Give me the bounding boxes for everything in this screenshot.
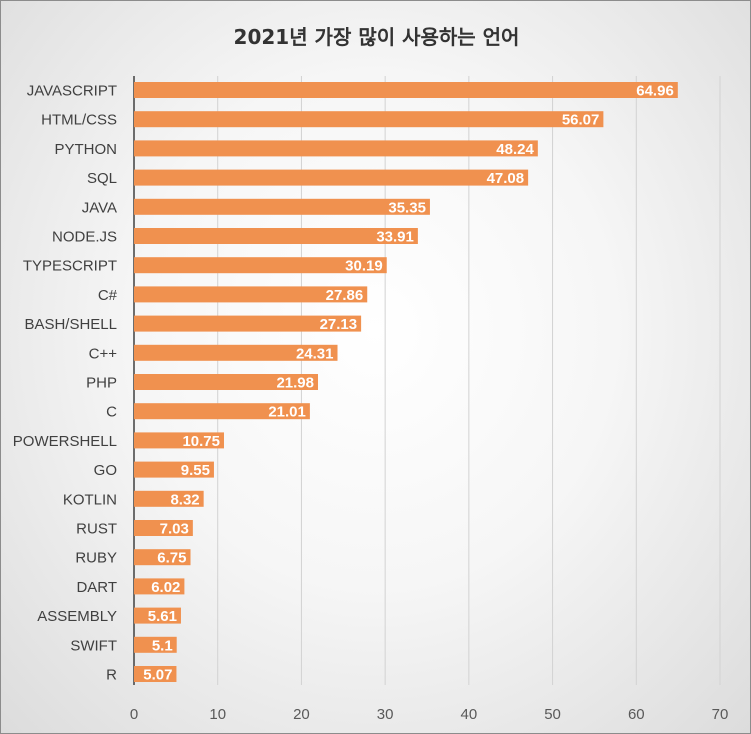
bar-value-label: 8.32 <box>170 491 199 508</box>
bar <box>134 82 678 98</box>
bar <box>134 140 538 157</box>
category-label: C <box>106 404 117 421</box>
chart-title: 2021년 가장 많이 사용하는 언어 <box>233 25 520 49</box>
bar-value-label: 6.02 <box>151 579 180 596</box>
category-label: DART <box>76 579 117 596</box>
category-label: C++ <box>89 345 118 362</box>
category-label: SQL <box>87 170 117 187</box>
category-label: HTML/CSS <box>41 112 117 129</box>
x-tick-label: 20 <box>293 706 310 723</box>
x-tick-label: 70 <box>712 706 729 723</box>
bar-value-label: 56.07 <box>562 112 600 129</box>
x-tick-label: 50 <box>544 706 561 723</box>
category-label: RUBY <box>75 550 117 567</box>
bar <box>134 344 338 361</box>
x-tick-label: 10 <box>209 706 226 723</box>
bar <box>134 490 204 507</box>
category-label: GO <box>94 462 117 479</box>
bar-value-label: 5.1 <box>152 637 173 654</box>
bar-value-label: 64.96 <box>636 83 674 100</box>
bar-value-label: 6.75 <box>157 550 186 567</box>
x-tick-label: 30 <box>377 706 394 723</box>
category-label: BASH/SHELL <box>24 316 117 333</box>
bar-value-label: 35.35 <box>388 199 426 216</box>
bar <box>134 257 387 274</box>
bar-value-label: 9.55 <box>181 462 210 479</box>
x-tick-label: 60 <box>628 706 645 723</box>
bars: 64.96 56.07 48.24 47.08 35.35 33.91 30.19 27.86… <box>134 82 678 684</box>
bar-value-label: 7.03 <box>160 521 189 538</box>
bar <box>134 432 224 449</box>
bar-value-label: 27.86 <box>326 287 364 304</box>
bar-value-label: 5.61 <box>148 608 177 625</box>
bar-value-label: 10.75 <box>182 433 220 450</box>
bar-value-label: 21.01 <box>268 404 306 421</box>
bar <box>134 315 362 332</box>
bar <box>134 228 418 244</box>
x-tick-label: 0 <box>130 706 138 723</box>
bar <box>134 549 191 566</box>
category-label: TYPESCRIPT <box>23 258 117 275</box>
category-label: PYTHON <box>54 141 117 158</box>
bar-value-label: 27.13 <box>320 316 358 333</box>
bar-value-label: 33.91 <box>376 229 414 246</box>
category-label: C# <box>98 287 118 304</box>
category-label: KOTLIN <box>63 491 117 508</box>
bar-value-label: 24.31 <box>296 345 334 362</box>
category-label: PHP <box>86 375 117 392</box>
bar <box>134 403 310 420</box>
bar <box>134 578 185 595</box>
x-tick-label: 40 <box>461 706 478 723</box>
bar <box>134 636 177 653</box>
bar-value-label: 5.07 <box>143 667 172 684</box>
bar <box>134 169 529 186</box>
category-label: JAVASCRIPT <box>27 83 117 100</box>
bar-value-label: 21.98 <box>276 375 314 392</box>
bar <box>134 461 214 478</box>
category-label: SWIFT <box>70 637 117 654</box>
bar-value-label: 48.24 <box>496 141 534 158</box>
category-label: R <box>106 667 117 684</box>
bar <box>134 666 177 682</box>
category-labels: JAVASCRIPT HTML/CSS PYTHON SQL JAVA NODE.JS TY… <box>13 83 118 684</box>
category-label: NODE.JS <box>52 229 117 246</box>
bar <box>134 286 368 303</box>
bar <box>134 111 604 128</box>
bar <box>134 198 430 215</box>
x-tick-labels: 0 10 20 30 40 50 60 70 <box>130 706 729 723</box>
category-label: JAVA <box>82 199 117 216</box>
category-label: RUST <box>76 521 117 538</box>
bar <box>134 607 181 624</box>
bar-value-label: 30.19 <box>345 258 383 275</box>
category-label: ASSEMBLY <box>37 608 117 625</box>
category-label: POWERSHELL <box>13 433 117 450</box>
bar <box>134 374 319 390</box>
bar <box>134 520 193 536</box>
bar-value-label: 47.08 <box>487 170 525 187</box>
